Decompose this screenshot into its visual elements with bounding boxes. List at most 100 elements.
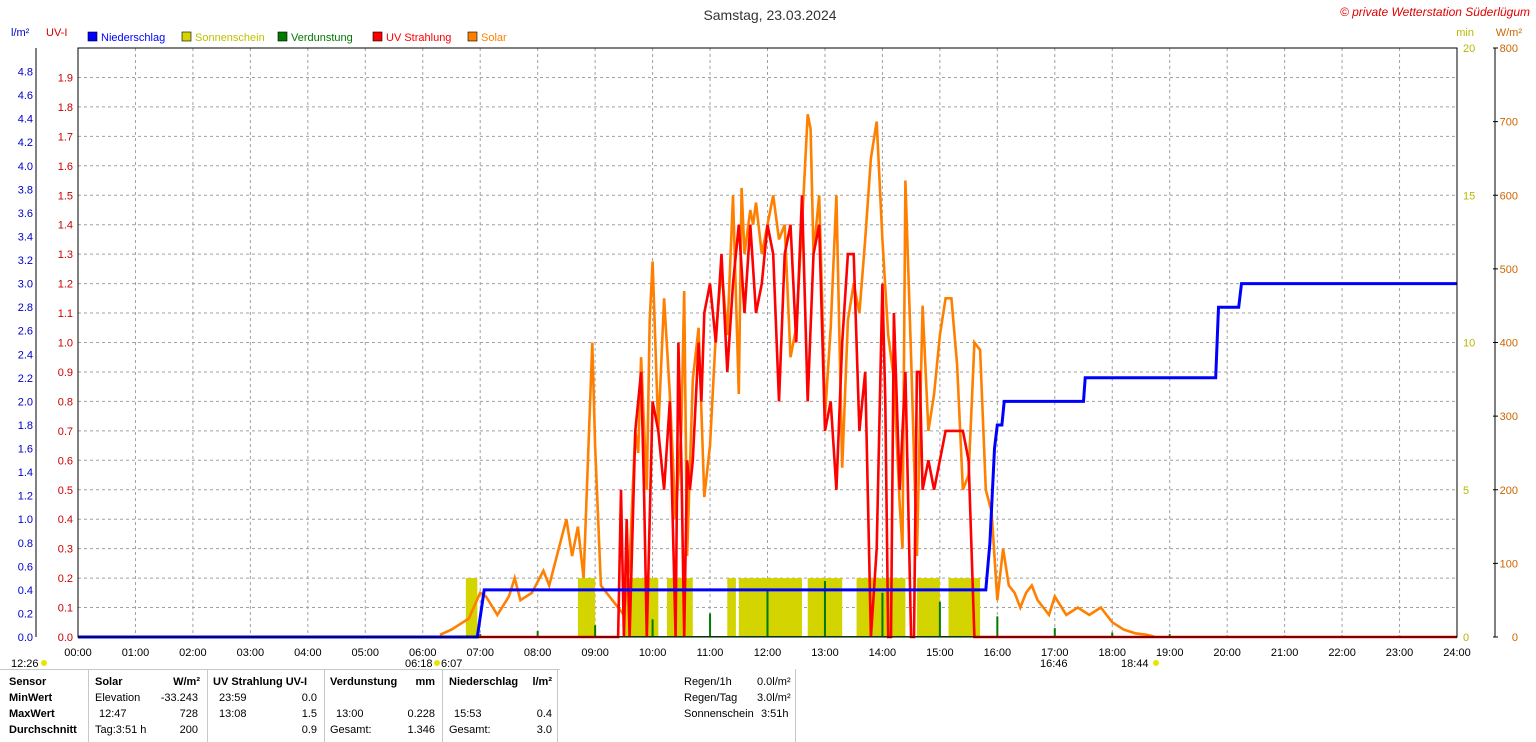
- y-uv-tick-label: 1.8: [58, 102, 73, 114]
- x-tick-label: 20:00: [1213, 647, 1241, 659]
- cell-max-rain-b: 0.4: [536, 708, 552, 720]
- col-divider: [207, 669, 208, 742]
- col-divider: [442, 669, 443, 742]
- y-rain-tick-label: 4.8: [18, 67, 33, 79]
- cell-min-solar-a: Elevation: [95, 692, 141, 704]
- legend-swatch: [277, 31, 288, 42]
- header-uv: UV Strahlung UV-I: [213, 676, 308, 688]
- y-solar-tick-label: 500: [1500, 264, 1518, 276]
- x-tick-label: 04:00: [294, 647, 322, 659]
- y-uv-tick-label: 1.2: [58, 279, 73, 291]
- uv-series-line: [422, 195, 1457, 639]
- table-top-divider: [0, 669, 560, 670]
- summary-label-rain-day: Regen/Tag: [684, 692, 738, 704]
- y-uv-tick-label: 0.0: [58, 632, 73, 644]
- summary-value-sunshine: 3:51h: [761, 708, 789, 720]
- cell-min-solar-b: -33.243: [160, 692, 198, 704]
- x-tick-label: 00:00: [64, 647, 92, 659]
- cell-max-uv-a: 13:08: [219, 708, 247, 720]
- legend-label: Solar: [481, 32, 507, 44]
- sunshine-bar: [738, 578, 802, 637]
- cell-max-evap-a: 13:00: [336, 708, 364, 720]
- y-rain-tick-label: 3.4: [18, 231, 33, 243]
- x-tick-label: 02:00: [179, 647, 207, 659]
- cell-avg-rain-b: 3.0: [536, 724, 552, 736]
- right-inner-unit: min: [1456, 27, 1474, 39]
- y-solar-tick-label: 400: [1500, 338, 1518, 350]
- cell-avg-evap-b: 1.346: [407, 724, 435, 736]
- x-tick-label: 16:00: [984, 647, 1012, 659]
- x-tick-label: 24:00: [1443, 647, 1471, 659]
- y-rain-tick-label: 1.0: [18, 514, 33, 526]
- x-tick-label: 12:00: [754, 647, 782, 659]
- y-uv-tick-label: 0.1: [58, 603, 73, 615]
- header-solar-unit: W/m²: [173, 676, 200, 688]
- y-rain-tick-label: 2.2: [18, 373, 33, 385]
- y-uv-tick-label: 1.6: [58, 161, 73, 173]
- summary-value-rain-day: 3.0l/m²: [757, 692, 791, 704]
- x-tick-label: 15:00: [926, 647, 954, 659]
- sunset-marker-icon: [1153, 660, 1159, 666]
- x-tick-label: 07:00: [466, 647, 494, 659]
- y-uv-tick-label: 0.3: [58, 544, 73, 556]
- sunshine-bar: [666, 578, 693, 637]
- header-evap-unit: mm: [415, 676, 435, 688]
- cell-avg-evap-a: Gesamt:: [330, 724, 372, 736]
- cell-min-uv-a: 23:59: [219, 692, 247, 704]
- sunrise-partial-time: 6:07: [441, 658, 462, 669]
- solar-series-line: [439, 114, 1156, 639]
- y-rain-tick-label: 3.6: [18, 208, 33, 220]
- x-tick-label: 21:00: [1271, 647, 1299, 659]
- y-uv-tick-label: 0.5: [58, 485, 73, 497]
- y-uv-tick-label: 0.4: [58, 514, 73, 526]
- y-rain-tick-label: 2.4: [18, 349, 33, 361]
- y-min-tick-label: 20: [1463, 43, 1475, 55]
- cell-min-uv-b: 0.0: [301, 692, 317, 704]
- y-uv-tick-labels: 0.0 0.1 0.2 0.3 0.4 0.5 0.6 0.7 0.8 0.9 1.0 1.1 1.2 1…: [58, 72, 73, 644]
- x-tick-label: 11:00: [697, 647, 724, 659]
- y-rain-tick-label: 0.4: [18, 585, 33, 597]
- y-uv-tick-label: 1.0: [58, 338, 73, 350]
- row-label-avg: Durchschnitt: [9, 724, 77, 736]
- row-label-max: MaxWert: [9, 708, 55, 720]
- row-label-min: MinWert: [9, 692, 53, 704]
- left-outer-unit: l/m²: [11, 27, 30, 39]
- y-rain-tick-label: 1.8: [18, 420, 33, 432]
- x-tick-label: 14:00: [869, 647, 897, 659]
- chart-title: Samstag, 23.03.2024: [703, 7, 836, 23]
- y-solar-tick-label: 800: [1500, 43, 1518, 55]
- sunshine-bar: [727, 578, 736, 637]
- y-rain-tick-label: 0.0: [18, 632, 33, 644]
- header-rain-unit: l/m²: [532, 676, 552, 688]
- legend-label: Sonnenschein: [195, 32, 265, 44]
- y-min-tick-label: 10: [1463, 338, 1475, 350]
- y-uv-tick-label: 1.3: [58, 249, 73, 261]
- y-uv-tick-label: 0.6: [58, 455, 73, 467]
- legend: Niederschlag Sonnenschein Verdunstung UV St…: [87, 31, 507, 44]
- y-min-tick-labels: 0 5 10 15 20: [1463, 43, 1475, 644]
- summary-divider: [795, 669, 796, 742]
- y-solar-tick-label: 700: [1500, 117, 1518, 129]
- x-tick-label: 05:00: [352, 647, 380, 659]
- y-rain-tick-label: 3.2: [18, 255, 33, 267]
- legend-label: Niederschlag: [101, 32, 165, 44]
- y-rain-tick-label: 0.6: [18, 561, 33, 573]
- sunset-time: 18:44: [1121, 658, 1149, 669]
- summary-label-rain-1h: Regen/1h: [684, 676, 732, 688]
- x-tick-label: 22:00: [1328, 647, 1356, 659]
- right-outer-unit: W/m²: [1496, 27, 1523, 39]
- cell-avg-uv-b: 0.9: [301, 724, 317, 736]
- sunrise-marker-icon: [434, 660, 440, 666]
- moonrise-time: 12:26: [11, 658, 39, 669]
- grid-lines: [77, 48, 1458, 637]
- sunshine-bar: [916, 578, 940, 637]
- y-rain-tick-label: 4.6: [18, 90, 33, 102]
- legend-swatch: [467, 31, 478, 42]
- y-solar-tick-label: 100: [1500, 558, 1518, 570]
- x-tick-label: 03:00: [237, 647, 265, 659]
- y-uv-tick-label: 1.1: [58, 308, 73, 320]
- cell-avg-rain-a: Gesamt:: [449, 724, 491, 736]
- legend-label: Verdunstung: [291, 32, 353, 44]
- y-rain-tick-labels: 0.0 0.2 0.4 0.6 0.8 1.0 1.2 1.4 1.6 1.8 2.0 2.2 2.4 2…: [18, 48, 37, 644]
- plot-frame: [77, 47, 1458, 638]
